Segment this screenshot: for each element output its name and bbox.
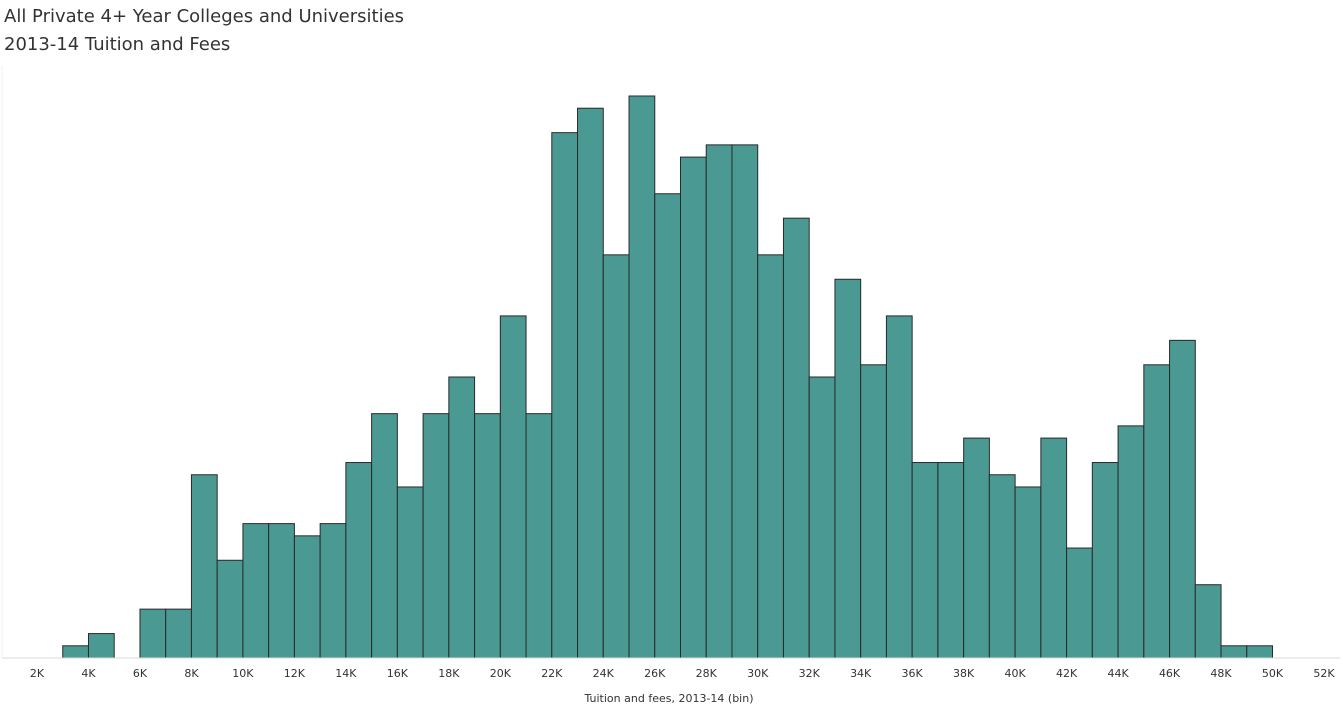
histogram-bar[interactable]	[1220, 645, 1248, 659]
x-tick-label: 50K	[1262, 667, 1284, 680]
histogram-bar[interactable]	[551, 132, 579, 659]
histogram-bar[interactable]	[937, 462, 965, 659]
x-tick-label: 10K	[232, 667, 254, 680]
histogram-bar[interactable]	[911, 462, 939, 659]
x-tick-label: 42K	[1056, 667, 1078, 680]
histogram-bar[interactable]	[319, 523, 347, 659]
histogram-bar[interactable]	[963, 437, 990, 659]
histogram-bar[interactable]	[242, 523, 270, 659]
x-tick-label: 52K	[1313, 667, 1335, 680]
x-tick-label: 20K	[490, 667, 512, 680]
histogram-bar[interactable]	[525, 413, 553, 659]
histogram-bar[interactable]	[860, 364, 887, 659]
x-tick-label: 14K	[335, 667, 357, 680]
x-tick-label: 2K	[30, 667, 45, 680]
chart-subtitle: 2013-14 Tuition and Fees	[4, 34, 231, 55]
x-tick-label: 16K	[387, 667, 409, 680]
histogram-bar[interactable]	[1091, 462, 1119, 659]
x-axis-title: Tuition and fees, 2013-14 (bin)	[583, 692, 753, 705]
x-tick-label: 44K	[1107, 667, 1129, 680]
x-tick-label: 48K	[1210, 667, 1232, 680]
x-tick-label: 36K	[902, 667, 924, 680]
histogram-bar[interactable]	[834, 278, 862, 659]
histogram-bar[interactable]	[654, 193, 682, 659]
histogram-bar[interactable]	[474, 413, 501, 659]
histogram-bar[interactable]	[577, 107, 604, 659]
histogram-bar[interactable]	[1117, 425, 1145, 659]
histogram-bar[interactable]	[1014, 486, 1042, 659]
x-tick-labels: 2K 4K 6K 8K 10K 12K 14K 16K 18K 20K 22K 24K 26K 28K 30…	[30, 667, 1335, 680]
histogram-bar[interactable]	[1194, 584, 1222, 659]
x-tick-label: 32K	[799, 667, 821, 680]
histogram-bar[interactable]	[165, 608, 192, 659]
histogram-bar[interactable]	[448, 376, 476, 659]
histogram-bar[interactable]	[216, 559, 244, 659]
histogram-bar[interactable]	[87, 633, 115, 659]
histogram-bar[interactable]	[268, 523, 295, 659]
x-tick-label: 12K	[284, 667, 306, 680]
histogram-bar[interactable]	[1040, 437, 1068, 659]
histogram-bar[interactable]	[757, 254, 784, 659]
x-tick-label: 34K	[850, 667, 872, 680]
histogram-bar[interactable]	[602, 254, 630, 659]
histogram-bar[interactable]	[1169, 339, 1196, 659]
histogram-bar[interactable]	[808, 376, 836, 659]
histogram-bar[interactable]	[345, 462, 373, 659]
x-tick-label: 8K	[184, 667, 199, 680]
x-tick-label: 40K	[1005, 667, 1027, 680]
histogram-bar[interactable]	[499, 315, 527, 659]
histogram-bar[interactable]	[1246, 645, 1274, 659]
x-tick-label: 4K	[81, 667, 96, 680]
histogram-bar[interactable]	[885, 315, 913, 659]
x-tick-label: 24K	[593, 667, 615, 680]
x-tick-label: 30K	[747, 667, 769, 680]
bars-group	[62, 95, 1274, 659]
x-tick-label: 28K	[696, 667, 718, 680]
histogram-bar[interactable]	[422, 413, 450, 659]
histogram-bar[interactable]	[139, 608, 167, 659]
chart-title: All Private 4+ Year Colleges and Univers…	[4, 6, 405, 27]
histogram-bar[interactable]	[371, 413, 398, 659]
histogram-bar[interactable]	[680, 156, 707, 659]
histogram-bar[interactable]	[988, 474, 1016, 659]
histogram-bar[interactable]	[731, 144, 759, 659]
histogram-bar[interactable]	[782, 217, 810, 659]
histogram-bar[interactable]	[1143, 364, 1171, 659]
histogram-bar[interactable]	[396, 486, 424, 659]
histogram-bar[interactable]	[190, 474, 218, 659]
histogram-bar[interactable]	[293, 535, 321, 659]
histogram-bar[interactable]	[1066, 547, 1093, 659]
histogram-bar[interactable]	[62, 645, 89, 659]
histogram-bar[interactable]	[628, 95, 656, 659]
x-tick-label: 18K	[438, 667, 460, 680]
histogram-bar[interactable]	[705, 144, 733, 659]
x-tick-label: 46K	[1159, 667, 1181, 680]
x-tick-label: 26K	[644, 667, 666, 680]
x-tick-label: 38K	[953, 667, 975, 680]
x-tick-label: 6K	[133, 667, 148, 680]
x-tick-label: 22K	[541, 667, 563, 680]
